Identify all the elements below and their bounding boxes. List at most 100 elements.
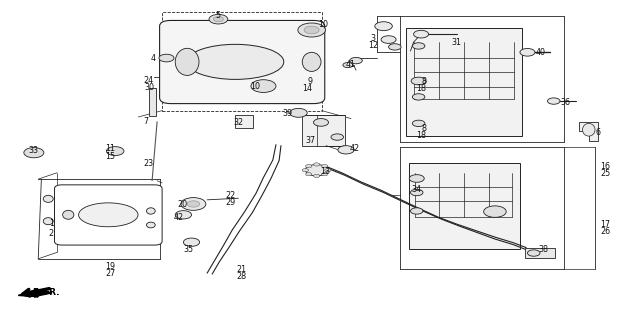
Text: 42: 42 xyxy=(174,213,184,222)
Text: 23: 23 xyxy=(144,159,154,168)
Text: 21: 21 xyxy=(236,265,246,275)
Text: 41: 41 xyxy=(346,60,356,69)
Circle shape xyxy=(331,134,344,140)
Bar xyxy=(525,248,555,258)
Circle shape xyxy=(213,17,223,22)
Ellipse shape xyxy=(187,44,284,79)
Text: 17: 17 xyxy=(600,220,610,229)
Polygon shape xyxy=(579,122,598,141)
Text: 18: 18 xyxy=(416,131,426,140)
Text: 16: 16 xyxy=(600,162,610,171)
Circle shape xyxy=(375,22,393,31)
Circle shape xyxy=(409,175,424,182)
Circle shape xyxy=(413,94,425,100)
Circle shape xyxy=(411,189,423,196)
Circle shape xyxy=(314,174,320,178)
Circle shape xyxy=(302,169,308,172)
Ellipse shape xyxy=(43,196,53,202)
Circle shape xyxy=(181,197,206,210)
Text: 10: 10 xyxy=(319,20,329,29)
Text: 39: 39 xyxy=(283,109,293,118)
Circle shape xyxy=(338,146,354,154)
Text: FR.: FR. xyxy=(43,288,60,297)
Bar xyxy=(406,28,522,136)
Circle shape xyxy=(547,98,560,104)
Circle shape xyxy=(251,80,276,92)
Text: 24: 24 xyxy=(144,76,154,85)
Circle shape xyxy=(381,36,396,44)
Circle shape xyxy=(209,14,228,24)
Circle shape xyxy=(175,211,191,219)
Text: 20: 20 xyxy=(177,200,187,209)
Circle shape xyxy=(322,164,328,168)
Text: 32: 32 xyxy=(233,118,243,127)
Text: 27: 27 xyxy=(105,269,115,278)
Ellipse shape xyxy=(175,48,199,76)
Text: 15: 15 xyxy=(105,152,115,161)
Text: 31: 31 xyxy=(451,38,461,47)
Ellipse shape xyxy=(78,203,138,227)
Text: 8: 8 xyxy=(421,77,426,86)
Ellipse shape xyxy=(302,52,321,71)
Text: 10: 10 xyxy=(250,82,260,91)
Text: 12: 12 xyxy=(368,41,378,51)
Circle shape xyxy=(411,208,423,214)
Ellipse shape xyxy=(147,222,155,228)
Circle shape xyxy=(290,108,307,117)
Ellipse shape xyxy=(63,210,74,219)
FancyBboxPatch shape xyxy=(160,20,325,104)
Circle shape xyxy=(413,120,425,126)
Text: 42: 42 xyxy=(350,144,360,153)
Circle shape xyxy=(24,148,44,158)
Ellipse shape xyxy=(582,123,595,136)
Circle shape xyxy=(107,147,124,156)
FancyBboxPatch shape xyxy=(55,185,162,245)
Text: 7: 7 xyxy=(144,117,149,126)
Circle shape xyxy=(527,250,540,256)
Circle shape xyxy=(413,43,425,49)
Circle shape xyxy=(305,173,312,176)
Text: 22: 22 xyxy=(226,190,236,200)
Text: 29: 29 xyxy=(226,197,236,206)
Ellipse shape xyxy=(43,218,53,225)
Circle shape xyxy=(187,201,199,207)
Text: 25: 25 xyxy=(600,169,610,178)
Circle shape xyxy=(304,26,319,34)
Bar xyxy=(235,115,253,127)
Circle shape xyxy=(520,49,535,56)
Text: 18: 18 xyxy=(416,84,426,93)
Text: 8: 8 xyxy=(421,124,426,133)
Text: 4: 4 xyxy=(151,53,156,62)
Text: 5: 5 xyxy=(216,11,221,20)
Text: 1
2: 1 2 xyxy=(49,219,54,238)
Text: 34: 34 xyxy=(411,185,421,194)
Circle shape xyxy=(314,119,329,126)
Bar xyxy=(409,163,520,249)
Circle shape xyxy=(305,164,328,176)
Circle shape xyxy=(414,30,429,38)
Circle shape xyxy=(343,62,353,68)
Circle shape xyxy=(322,173,328,176)
Text: 33: 33 xyxy=(29,146,39,155)
Circle shape xyxy=(389,44,401,50)
Text: 30: 30 xyxy=(144,83,154,92)
Circle shape xyxy=(298,23,325,37)
Bar xyxy=(149,88,157,116)
Text: 28: 28 xyxy=(236,272,246,281)
Circle shape xyxy=(314,163,320,166)
Text: 9: 9 xyxy=(307,77,312,86)
Circle shape xyxy=(411,77,426,85)
Circle shape xyxy=(305,164,312,168)
Text: 37: 37 xyxy=(305,136,315,145)
Bar xyxy=(307,71,314,91)
Circle shape xyxy=(325,169,331,172)
Circle shape xyxy=(183,238,199,246)
Circle shape xyxy=(350,57,362,64)
Text: 36: 36 xyxy=(561,98,571,107)
Circle shape xyxy=(159,54,174,62)
Text: 40: 40 xyxy=(535,48,545,57)
Text: 3: 3 xyxy=(371,35,376,44)
Polygon shape xyxy=(18,289,52,297)
Text: 26: 26 xyxy=(600,227,610,236)
Ellipse shape xyxy=(147,208,155,214)
